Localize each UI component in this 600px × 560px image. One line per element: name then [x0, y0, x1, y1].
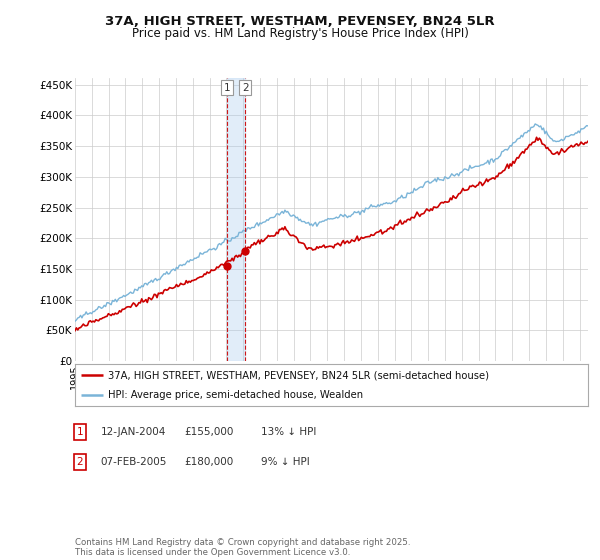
- Text: 9% ↓ HPI: 9% ↓ HPI: [261, 457, 310, 467]
- Text: 1: 1: [76, 427, 83, 437]
- Text: £180,000: £180,000: [185, 457, 234, 467]
- Text: 2: 2: [242, 83, 248, 92]
- Text: 07-FEB-2005: 07-FEB-2005: [101, 457, 167, 467]
- Bar: [227, 78, 245, 361]
- Text: Contains HM Land Registry data © Crown copyright and database right 2025.
This d: Contains HM Land Registry data © Crown c…: [75, 538, 410, 557]
- Text: Price paid vs. HM Land Registry's House Price Index (HPI): Price paid vs. HM Land Registry's House …: [131, 27, 469, 40]
- Text: 37A, HIGH STREET, WESTHAM, PEVENSEY, BN24 5LR: 37A, HIGH STREET, WESTHAM, PEVENSEY, BN2…: [105, 15, 495, 27]
- Text: 13% ↓ HPI: 13% ↓ HPI: [261, 427, 316, 437]
- Text: £155,000: £155,000: [185, 427, 234, 437]
- Text: 12-JAN-2004: 12-JAN-2004: [101, 427, 166, 437]
- Text: HPI: Average price, semi-detached house, Wealden: HPI: Average price, semi-detached house,…: [109, 390, 364, 400]
- Text: 37A, HIGH STREET, WESTHAM, PEVENSEY, BN24 5LR (semi-detached house): 37A, HIGH STREET, WESTHAM, PEVENSEY, BN2…: [109, 370, 490, 380]
- Text: 2: 2: [76, 457, 83, 467]
- Text: 1: 1: [224, 83, 230, 92]
